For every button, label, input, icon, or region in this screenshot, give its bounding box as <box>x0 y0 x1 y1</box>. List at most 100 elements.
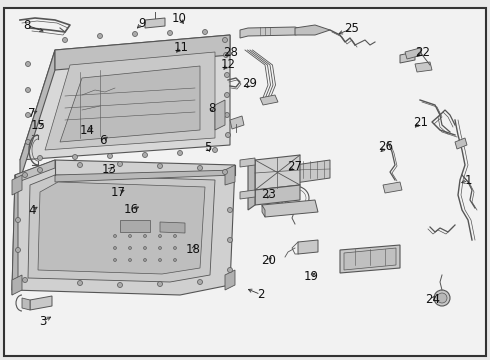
Polygon shape <box>20 50 55 180</box>
Circle shape <box>73 154 77 159</box>
Circle shape <box>224 112 229 117</box>
Circle shape <box>107 153 113 158</box>
Polygon shape <box>55 170 235 182</box>
Circle shape <box>222 170 227 175</box>
Polygon shape <box>240 27 310 38</box>
Circle shape <box>25 62 30 67</box>
Polygon shape <box>145 18 165 28</box>
Polygon shape <box>405 48 422 59</box>
Polygon shape <box>12 175 22 195</box>
Polygon shape <box>260 95 278 105</box>
Circle shape <box>157 163 163 168</box>
Circle shape <box>128 258 131 261</box>
Polygon shape <box>255 185 300 205</box>
Circle shape <box>128 247 131 249</box>
Text: 23: 23 <box>261 188 276 201</box>
Circle shape <box>144 234 147 238</box>
Polygon shape <box>295 25 330 35</box>
Polygon shape <box>120 220 150 232</box>
Circle shape <box>437 293 447 303</box>
Circle shape <box>158 234 162 238</box>
Polygon shape <box>12 175 18 295</box>
Circle shape <box>16 217 21 222</box>
Circle shape <box>77 280 82 285</box>
Text: 4: 4 <box>28 204 36 217</box>
Text: 1: 1 <box>465 174 472 187</box>
Text: 15: 15 <box>31 119 46 132</box>
Polygon shape <box>455 138 467 149</box>
Text: 10: 10 <box>172 12 186 25</box>
Polygon shape <box>160 222 185 233</box>
Circle shape <box>177 150 182 156</box>
Text: 20: 20 <box>261 255 276 267</box>
Polygon shape <box>262 200 318 217</box>
Circle shape <box>23 278 27 283</box>
Polygon shape <box>12 275 22 295</box>
Polygon shape <box>45 52 215 150</box>
Polygon shape <box>340 245 400 273</box>
Circle shape <box>213 148 218 153</box>
Polygon shape <box>248 160 255 210</box>
Circle shape <box>144 258 147 261</box>
Polygon shape <box>15 160 55 182</box>
Polygon shape <box>298 240 318 254</box>
Circle shape <box>114 234 117 238</box>
Polygon shape <box>60 66 200 142</box>
Circle shape <box>16 248 21 252</box>
Text: 25: 25 <box>344 22 359 35</box>
Text: 3: 3 <box>39 315 47 328</box>
Circle shape <box>158 258 162 261</box>
Polygon shape <box>28 175 215 282</box>
Circle shape <box>173 234 176 238</box>
Text: 29: 29 <box>243 77 257 90</box>
Circle shape <box>38 156 43 161</box>
Circle shape <box>118 283 122 288</box>
Polygon shape <box>255 155 300 190</box>
Circle shape <box>223 53 228 58</box>
Polygon shape <box>20 35 230 160</box>
Text: 22: 22 <box>415 46 430 59</box>
Polygon shape <box>344 248 396 270</box>
Text: 27: 27 <box>288 160 302 173</box>
Text: 8: 8 <box>23 19 31 32</box>
Polygon shape <box>383 182 402 193</box>
Circle shape <box>222 37 227 42</box>
Circle shape <box>118 162 122 166</box>
Circle shape <box>197 279 202 284</box>
Text: 9: 9 <box>138 17 146 30</box>
Polygon shape <box>12 160 235 295</box>
Polygon shape <box>55 35 230 70</box>
Circle shape <box>158 247 162 249</box>
Circle shape <box>25 87 30 93</box>
Circle shape <box>227 267 232 273</box>
Text: 2: 2 <box>257 288 265 301</box>
Circle shape <box>227 238 232 243</box>
Circle shape <box>98 33 102 39</box>
Circle shape <box>25 140 30 144</box>
Circle shape <box>114 258 117 261</box>
Circle shape <box>132 32 138 36</box>
Text: 6: 6 <box>99 134 107 147</box>
Polygon shape <box>38 182 205 274</box>
Text: 19: 19 <box>304 270 318 283</box>
Text: 8: 8 <box>208 102 216 114</box>
Circle shape <box>224 72 229 77</box>
Text: 12: 12 <box>220 58 235 71</box>
Circle shape <box>23 172 27 177</box>
Circle shape <box>63 37 68 42</box>
Circle shape <box>128 234 131 238</box>
Circle shape <box>173 258 176 261</box>
Circle shape <box>77 162 82 167</box>
Circle shape <box>38 167 43 172</box>
Text: 14: 14 <box>80 124 95 137</box>
Circle shape <box>114 247 117 249</box>
Text: 11: 11 <box>174 41 189 54</box>
Circle shape <box>434 290 450 306</box>
Polygon shape <box>240 158 255 167</box>
Circle shape <box>157 282 163 287</box>
Text: 26: 26 <box>379 140 393 153</box>
Polygon shape <box>215 100 225 130</box>
Polygon shape <box>415 62 432 72</box>
Polygon shape <box>262 205 265 217</box>
Circle shape <box>168 31 172 36</box>
